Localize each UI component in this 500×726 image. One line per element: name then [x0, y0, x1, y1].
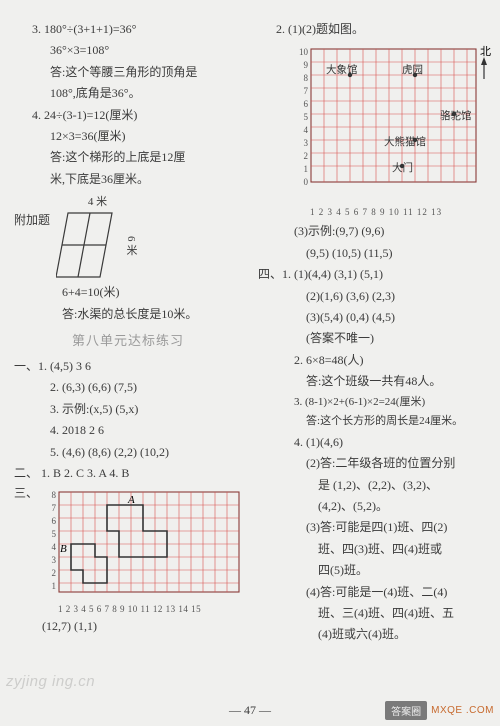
q4-line4: 米,下底是36厘米。: [14, 169, 242, 189]
left-grid-xticks: 1 2 3 4 5 6 7 8 9 10 11 12 13 14 15: [42, 604, 242, 614]
lbl-panda: 大熊猫馆: [384, 135, 426, 148]
four-4c: 是 (1,2)、(2,2)、(3,2)、: [258, 475, 492, 495]
svg-text:3: 3: [52, 555, 57, 565]
section-three: 三、 8 7 6 5 4 3 2 1: [14, 484, 242, 637]
attach-right-label: 6 米: [123, 236, 139, 255]
label-b: B: [60, 543, 67, 555]
four-4g: 四(5)班。: [258, 560, 492, 580]
svg-text:7: 7: [52, 503, 57, 513]
q4-line1: 4. 24÷(3-1)=12(厘米): [14, 105, 242, 125]
q3-line1: 3. 180°÷(3+1+1)=36°: [14, 19, 242, 39]
svg-text:1: 1: [52, 581, 57, 591]
attach-label: 附加题: [14, 193, 50, 228]
r-q2-3a: (3)示例:(9,7) (9,6): [258, 221, 492, 241]
brand: 答案圈 MXQE .COM: [385, 701, 494, 720]
map-figure: 北 1098 765 432 10: [294, 43, 492, 217]
four-4j: (4)班或六(4)班。: [258, 624, 492, 644]
label-a: A: [127, 494, 135, 506]
section-one-label: 一、1. (4,5) 3 6: [14, 356, 242, 376]
svg-text:2: 2: [304, 151, 309, 161]
four-3a: 3. (8-1)×2+(6-1)×2=24(厘米): [258, 393, 492, 412]
q3-line4: 108°,底角是36°。: [14, 83, 242, 103]
four-1c: (3)(5,4) (0,4) (4,5): [258, 307, 492, 327]
svg-text:4: 4: [304, 125, 309, 135]
attach-eq: 6+4=10(米): [14, 282, 242, 302]
brand-badge: 答案圈: [385, 701, 427, 720]
svg-text:9: 9: [304, 60, 309, 70]
watermark-text: zyjing ing.cn: [6, 673, 95, 690]
svg-text:7: 7: [304, 86, 309, 96]
one-item5: 5. (4,6) (8,6) (2,2) (10,2): [14, 442, 242, 462]
attach-top-label: 4 米: [56, 193, 139, 209]
svg-text:北: 北: [480, 45, 491, 58]
one-item2: 2. (6,3) (6,6) (7,5): [14, 377, 242, 397]
three-label: 三、: [14, 484, 38, 501]
unit8-title: 第八单元达标练习: [14, 330, 242, 352]
attach-ans: 答:水渠的总长度是10米。: [14, 304, 242, 324]
svg-text:3: 3: [304, 138, 309, 148]
one-item4: 4. 2018 2 6: [14, 420, 242, 440]
q4-line3: 答:这个梯形的上底是12厘: [14, 147, 242, 167]
four-4a: 4. (1)(4,6): [258, 432, 492, 452]
svg-text:6: 6: [52, 516, 57, 526]
section-four-label: 四、1. (1)(4,4) (3,1) (5,1): [258, 264, 492, 284]
four-1d: (答案不唯一): [258, 328, 492, 348]
north-icon: 北: [480, 45, 491, 79]
lbl-tiger: 虎园: [402, 64, 423, 76]
r-q2-3b: (9,5) (10,5) (11,5): [258, 243, 492, 263]
brand-url: MXQE .COM: [431, 705, 494, 716]
svg-text:2: 2: [52, 568, 57, 578]
right-column: 2. (1)(2)题如图。 北 1098 765 432 10: [254, 18, 492, 646]
four-1b: (2)(1,6) (3,6) (2,3): [258, 286, 492, 306]
map-xticks: 1 2 3 4 5 6 7 8 9 10 11 12 13: [294, 207, 492, 217]
attach-figure: 4 米 6 米: [56, 193, 139, 281]
q3-line3: 答:这个等腰三角形的顶角是: [14, 62, 242, 82]
four-2a: 2. 6×8=48(人): [258, 350, 492, 370]
four-4b: (2)答:二年级各班的位置分别: [258, 453, 492, 473]
four-4e: (3)答:可能是四(1)班、四(2): [258, 517, 492, 537]
four-4i: 班、三(4)班、四(4)班、五: [258, 603, 492, 623]
four-3b: 答:这个长方形的周长是24厘米。: [258, 412, 492, 431]
svg-text:5: 5: [304, 112, 309, 122]
svg-text:8: 8: [52, 490, 57, 500]
r-q2-header: 2. (1)(2)题如图。: [258, 19, 492, 39]
q4-line2: 12×3=36(厘米): [14, 126, 242, 146]
lbl-elephant: 大象馆: [326, 63, 358, 76]
grid-chart-left: 8 7 6 5 4 3 2 1: [42, 484, 242, 604]
svg-text:5: 5: [52, 529, 57, 539]
svg-text:6: 6: [304, 99, 309, 109]
grid-chart-map: 北 1098 765 432 10: [294, 43, 492, 203]
svg-text:4: 4: [52, 542, 57, 552]
three-coord: (12,7) (1,1): [42, 616, 242, 636]
one-item3: 3. 示例:(x,5) (5,x): [14, 399, 242, 419]
svg-text:10: 10: [299, 47, 309, 57]
svg-text:0: 0: [304, 177, 309, 187]
left-column: 3. 180°÷(3+1+1)=36° 36°×3=108° 答:这个等腰三角形…: [14, 18, 246, 646]
section-two: 二、 1. B 2. C 3. A 4. B: [14, 463, 242, 483]
svg-text:1: 1: [304, 164, 309, 174]
four-4d: (4,2)、(5,2)。: [258, 496, 492, 516]
parallelogram-icon: [56, 209, 120, 281]
page: 3. 180°÷(3+1+1)=36° 36°×3=108° 答:这个等腰三角形…: [0, 0, 500, 654]
q3-line2: 36°×3=108°: [14, 40, 242, 60]
four-2b: 答:这个班级一共有48人。: [258, 371, 492, 391]
lbl-camel: 骆驼馆: [440, 109, 472, 122]
four-4f: 班、四(3)班、四(4)班或: [258, 539, 492, 559]
svg-text:8: 8: [304, 73, 309, 83]
four-4h: (4)答:可能是一(4)班、二(4): [258, 582, 492, 602]
